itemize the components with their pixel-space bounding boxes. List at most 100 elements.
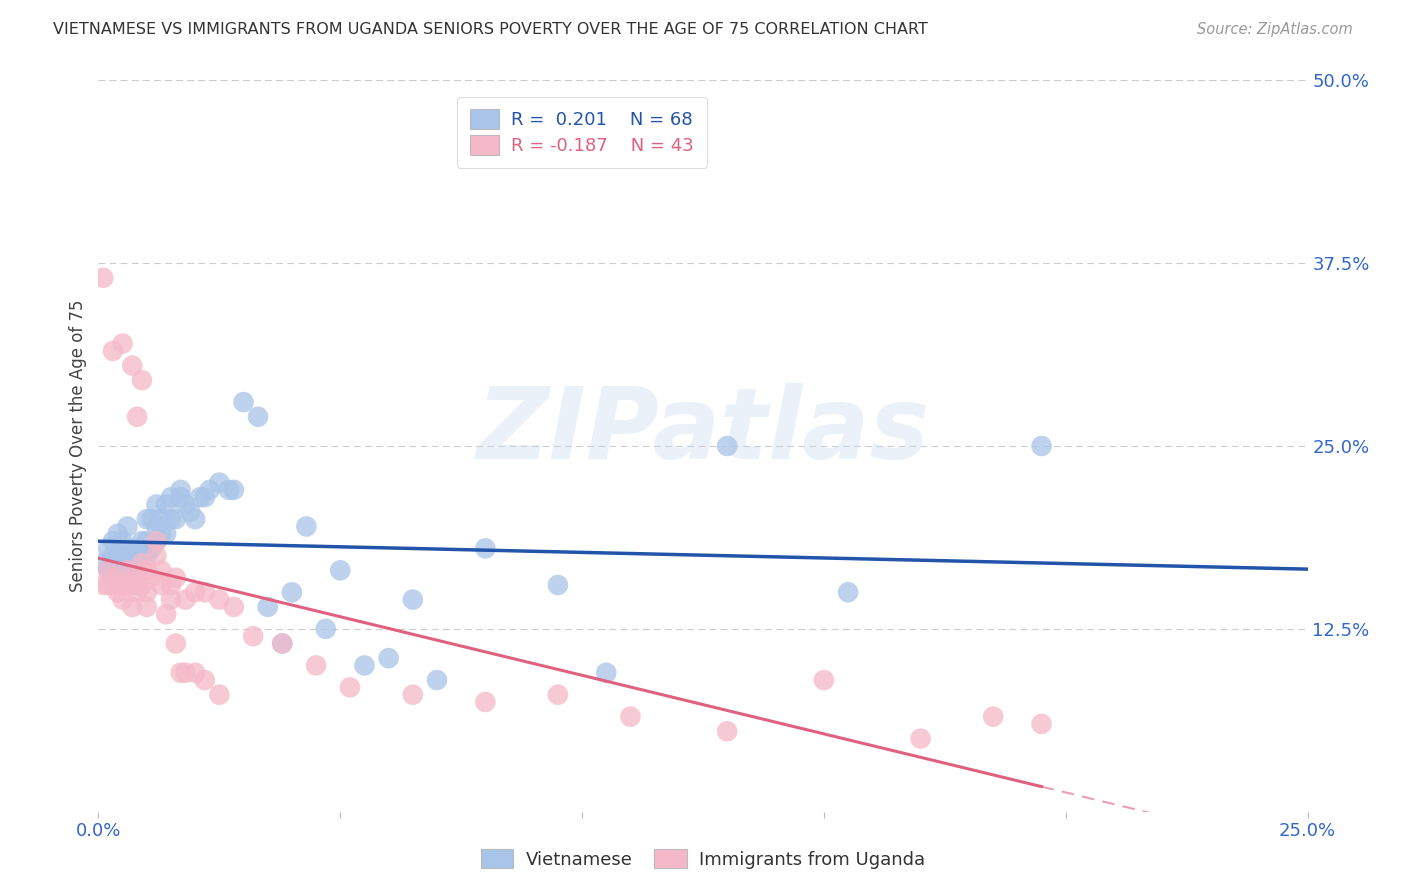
- Point: [174, 498, 197, 512]
- Point: [208, 475, 231, 490]
- Point: [837, 585, 859, 599]
- Point: [101, 343, 124, 358]
- Point: [619, 709, 641, 723]
- Text: Source: ZipAtlas.com: Source: ZipAtlas.com: [1197, 22, 1353, 37]
- Point: [127, 549, 149, 563]
- Point: [165, 512, 187, 526]
- Point: [353, 658, 375, 673]
- Point: [377, 651, 399, 665]
- Point: [127, 541, 149, 556]
- Point: [135, 599, 157, 614]
- Point: [242, 629, 264, 643]
- Point: [595, 665, 617, 680]
- Point: [160, 490, 183, 504]
- Point: [101, 549, 124, 563]
- Point: [1031, 439, 1053, 453]
- Point: [179, 505, 201, 519]
- Point: [101, 578, 124, 592]
- Point: [121, 549, 143, 563]
- Point: [150, 512, 173, 526]
- Point: [150, 563, 173, 577]
- Point: [141, 541, 163, 556]
- Point: [295, 519, 318, 533]
- Point: [97, 563, 120, 577]
- Point: [135, 534, 157, 549]
- Point: [117, 578, 139, 592]
- Point: [111, 556, 134, 570]
- Point: [165, 571, 187, 585]
- Point: [111, 534, 134, 549]
- Point: [155, 498, 177, 512]
- Point: [339, 681, 361, 695]
- Point: [135, 563, 157, 577]
- Point: [184, 585, 207, 599]
- Point: [117, 563, 139, 577]
- Point: [169, 490, 191, 504]
- Point: [145, 549, 167, 563]
- Point: [305, 658, 328, 673]
- Point: [107, 563, 129, 577]
- Point: [169, 665, 191, 680]
- Point: [91, 556, 114, 570]
- Point: [198, 483, 221, 497]
- Point: [107, 585, 129, 599]
- Point: [111, 578, 134, 592]
- Point: [117, 541, 139, 556]
- Point: [131, 578, 153, 592]
- Point: [160, 592, 183, 607]
- Legend: Vietnamese, Immigrants from Uganda: Vietnamese, Immigrants from Uganda: [474, 842, 932, 876]
- Point: [101, 571, 124, 585]
- Point: [981, 709, 1004, 723]
- Point: [716, 439, 738, 453]
- Point: [145, 498, 167, 512]
- Point: [174, 665, 197, 680]
- Point: [145, 519, 167, 533]
- Text: ZIPatlas: ZIPatlas: [477, 383, 929, 480]
- Point: [247, 409, 270, 424]
- Text: VIETNAMESE VS IMMIGRANTS FROM UGANDA SENIORS POVERTY OVER THE AGE OF 75 CORRELAT: VIETNAMESE VS IMMIGRANTS FROM UGANDA SEN…: [53, 22, 928, 37]
- Point: [813, 673, 835, 687]
- Point: [107, 549, 129, 563]
- Point: [194, 585, 217, 599]
- Point: [1031, 717, 1053, 731]
- Point: [101, 534, 124, 549]
- Point: [91, 578, 114, 592]
- Point: [121, 578, 143, 592]
- Point: [281, 585, 304, 599]
- Point: [141, 571, 163, 585]
- Point: [135, 585, 157, 599]
- Point: [155, 526, 177, 541]
- Point: [208, 592, 231, 607]
- Point: [194, 673, 217, 687]
- Point: [402, 688, 425, 702]
- Point: [131, 534, 153, 549]
- Point: [169, 483, 191, 497]
- Point: [97, 578, 120, 592]
- Point: [135, 549, 157, 563]
- Point: [315, 622, 337, 636]
- Point: [402, 592, 425, 607]
- Point: [547, 578, 569, 592]
- Point: [131, 373, 153, 387]
- Point: [218, 483, 240, 497]
- Point: [910, 731, 932, 746]
- Point: [135, 512, 157, 526]
- Point: [160, 512, 183, 526]
- Point: [547, 688, 569, 702]
- Point: [121, 359, 143, 373]
- Point: [155, 607, 177, 622]
- Point: [188, 490, 211, 504]
- Point: [256, 599, 278, 614]
- Point: [121, 599, 143, 614]
- Point: [127, 585, 149, 599]
- Y-axis label: Seniors Poverty Over the Age of 75: Seniors Poverty Over the Age of 75: [69, 300, 87, 592]
- Point: [111, 592, 134, 607]
- Point: [184, 512, 207, 526]
- Point: [716, 724, 738, 739]
- Point: [111, 336, 134, 351]
- Point: [426, 673, 449, 687]
- Point: [165, 636, 187, 650]
- Point: [97, 541, 120, 556]
- Point: [135, 563, 157, 577]
- Point: [111, 549, 134, 563]
